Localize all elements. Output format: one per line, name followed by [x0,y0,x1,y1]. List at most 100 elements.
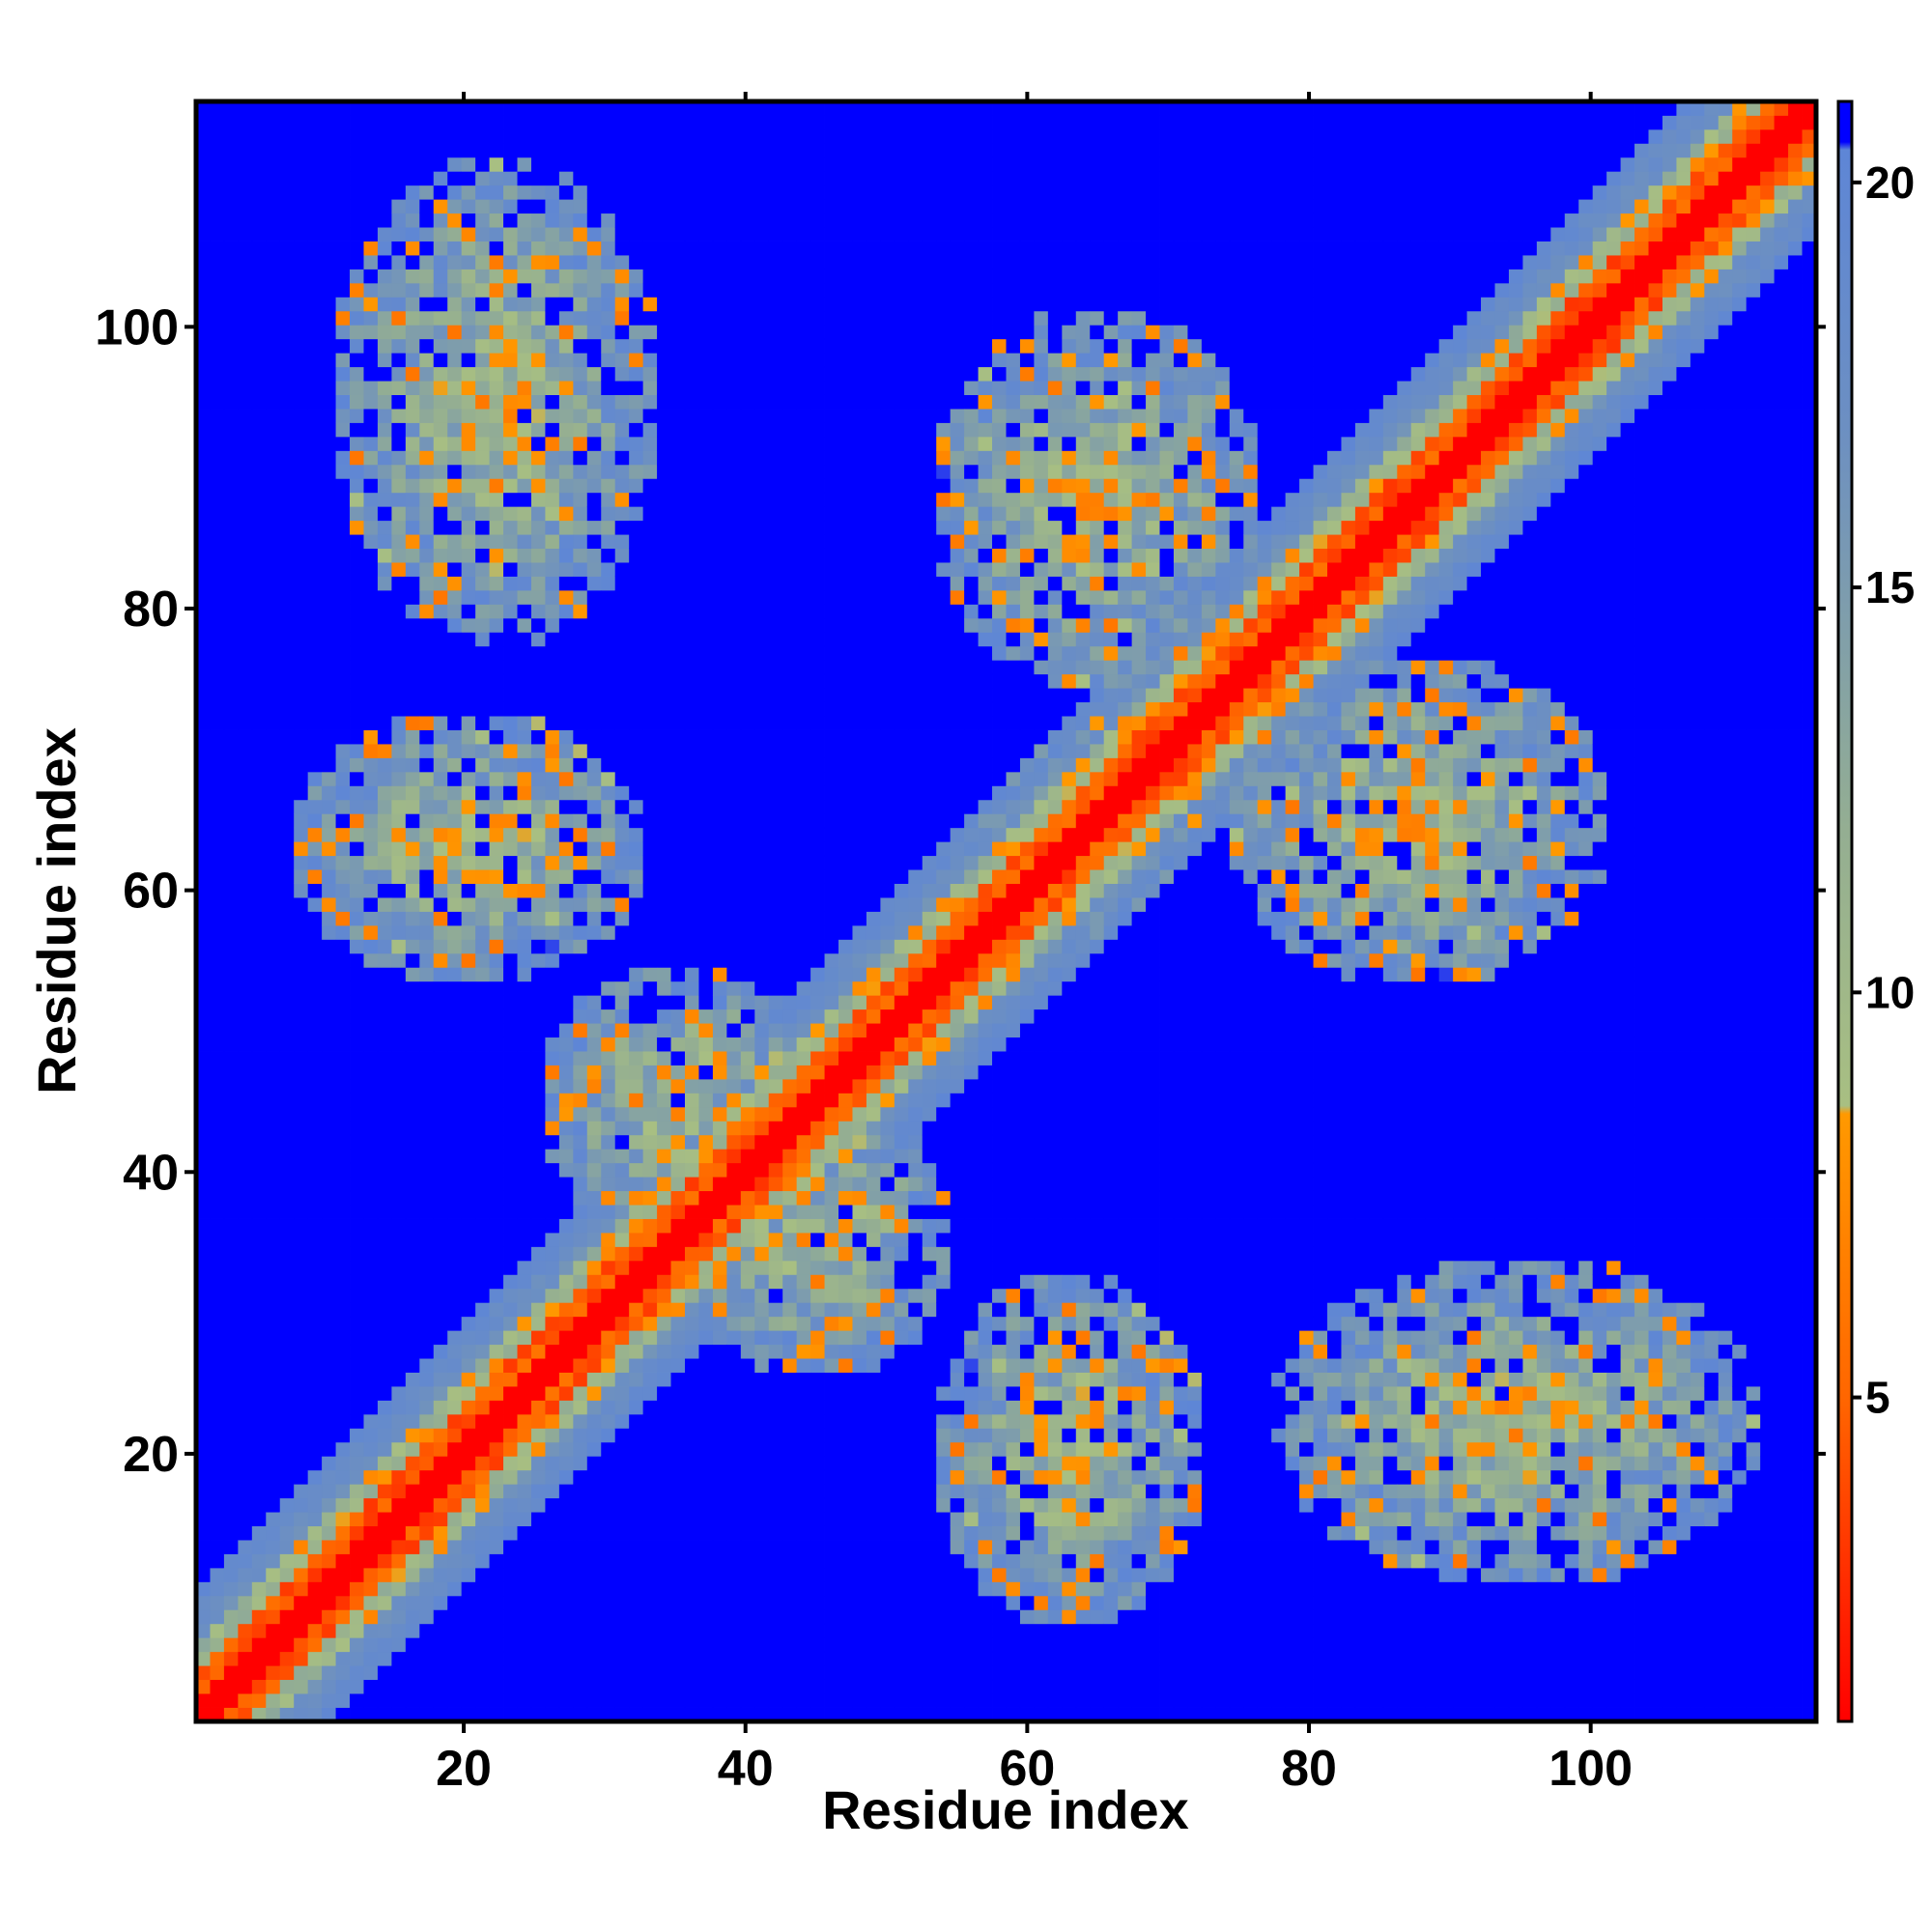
heatmap-cell [223,297,239,312]
heatmap-cell [657,576,671,591]
heatmap-cell [629,1205,644,1219]
heatmap-cell [196,1637,211,1653]
heatmap-cell [712,1093,727,1108]
heatmap-cell [279,520,295,535]
heatmap-cell [419,338,435,354]
heatmap-cell [629,785,644,801]
heatmap-cell [419,883,435,898]
heatmap-cell [489,660,504,675]
heatmap-cell [363,1121,379,1136]
heatmap-cell [530,255,546,270]
heatmap-cell [196,1441,211,1457]
heatmap-cell [475,967,490,982]
heatmap-cell [642,645,658,661]
heatmap-cell [350,1316,364,1331]
heatmap-cell [238,156,253,172]
heatmap-cell [210,1093,225,1108]
heatmap-cell [530,353,546,368]
heatmap-cell [503,1707,518,1722]
heatmap-cell [350,156,364,172]
heatmap-cell [573,632,588,647]
heatmap-cell [251,1595,267,1610]
heatmap-cell [754,338,770,354]
heatmap-cell [629,1330,644,1346]
heatmap-cell [196,297,211,312]
heatmap-cell [335,1205,351,1219]
heatmap-cell [768,799,783,814]
heatmap-cell [517,1413,532,1429]
heatmap-cell [782,422,798,438]
heatmap-cell [545,1651,560,1666]
heatmap-cell [377,1302,392,1318]
heatmap-cell [684,199,699,214]
heatmap-cell [586,1637,602,1653]
heatmap-cell [754,995,770,1010]
heatmap-cell [657,450,671,466]
heatmap-cell [377,673,392,689]
heatmap-cell [726,1205,742,1219]
heatmap-cell [614,1679,630,1694]
heatmap-cell [657,1274,671,1290]
heatmap-cell [698,952,714,968]
heatmap-cell [405,785,420,801]
heatmap-cell [670,325,686,340]
heatmap-cell [335,101,351,116]
heatmap-cell [223,1177,239,1192]
heatmap-cell [433,1205,448,1219]
heatmap-cell [447,1023,463,1038]
heatmap-cell [782,1316,798,1331]
heatmap-cell [279,1553,295,1569]
heatmap-cell [698,185,714,200]
heatmap-cell [754,1121,770,1136]
heatmap-cell [670,338,686,354]
heatmap-cell [350,534,364,550]
heatmap-cell [461,757,476,773]
heatmap-cell [712,199,727,214]
heatmap-cell [712,1623,727,1638]
heatmap-cell [405,1581,420,1597]
heatmap-cell [461,548,476,563]
heatmap-cell [698,576,714,591]
heatmap-cell [642,799,658,814]
heatmap-cell [322,617,336,633]
heatmap-cell [601,673,616,689]
heatmap-cell [322,506,336,522]
heatmap-cell [642,1162,658,1178]
heatmap-cell [266,1413,281,1429]
heatmap-cell [768,1665,783,1681]
heatmap-cell [279,409,295,423]
heatmap-cell [642,409,658,423]
heatmap-cell [210,952,225,968]
heatmap-cell [768,1288,783,1303]
heatmap-cell [712,269,727,284]
heatmap-cell [391,227,407,242]
heatmap-cell [558,1484,574,1499]
heatmap-cell [670,409,686,423]
heatmap-cell [461,1567,476,1582]
heatmap-cell [545,883,560,898]
heatmap-cell [251,1469,267,1485]
heatmap-cell [629,156,644,172]
heatmap-cell [782,1246,798,1262]
heatmap-cell [517,1400,532,1415]
heatmap-cell [433,1400,448,1415]
heatmap-cell [558,1149,574,1164]
heatmap-cell [363,213,379,228]
heatmap-cell [294,757,309,773]
heatmap-cell [782,1413,798,1429]
heatmap-cell [740,869,755,884]
heatmap-cell [461,1512,476,1527]
heatmap-cell [614,1260,630,1275]
heatmap-cell [433,464,448,479]
heatmap-cell [573,1595,588,1610]
heatmap-cell [210,1316,225,1331]
heatmap-cell [223,1205,239,1219]
heatmap-cell [782,1400,798,1415]
heatmap-cell [503,409,518,423]
heatmap-cell [545,757,560,773]
heatmap-cell [447,1469,463,1485]
heatmap-cell [782,185,798,200]
heatmap-cell [196,1106,211,1122]
heatmap-cell [322,1106,336,1122]
heatmap-cell [782,366,798,382]
